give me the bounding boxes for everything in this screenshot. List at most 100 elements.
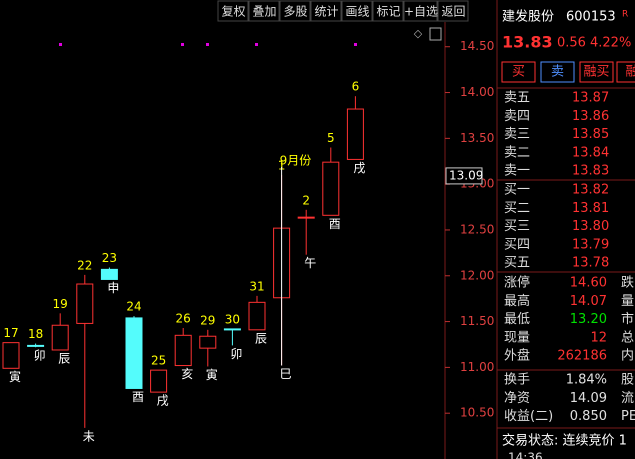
day-label: 6 xyxy=(352,80,360,94)
candle-body xyxy=(297,216,315,219)
toolbar-label: 标记 xyxy=(376,5,400,19)
book-price: 13.79 xyxy=(572,237,609,252)
branch-label: 午 xyxy=(304,256,316,270)
toolbar-button[interactable] xyxy=(403,0,438,22)
candle-body xyxy=(322,161,340,216)
stat-label: 换手 xyxy=(504,373,530,388)
stat-extra: 股 xyxy=(621,373,634,388)
stat-value: 14.60 xyxy=(570,276,607,291)
stat-extra: 流 xyxy=(621,391,634,406)
toolbar-button[interactable] xyxy=(341,0,373,22)
toolbar-label: 复权 xyxy=(221,5,245,19)
book-price: 13.86 xyxy=(572,109,609,124)
stat-label: 最低 xyxy=(504,312,530,327)
y-tick-label: 12.00 xyxy=(460,268,494,282)
branch-label: 巳 xyxy=(280,367,292,381)
day-label: 17 xyxy=(3,326,18,340)
toolbar-button[interactable] xyxy=(372,0,404,22)
branch-label: 酉 xyxy=(132,390,144,404)
stat-label: 现量 xyxy=(504,330,530,345)
book-price: 13.80 xyxy=(572,219,609,234)
y-tick-label: 11.00 xyxy=(460,360,494,374)
day-label: 23 xyxy=(102,251,117,265)
trade-button-label: 卖 xyxy=(551,65,564,80)
toolbar-label: 返回 xyxy=(441,5,465,19)
book-price: 13.82 xyxy=(572,183,609,198)
day-label: 1 xyxy=(278,158,286,172)
candle-body xyxy=(100,268,118,280)
toolbar-label: +自选 xyxy=(404,5,438,19)
stat-extra: 量 xyxy=(621,294,634,309)
book-label: 卖二 xyxy=(504,145,530,160)
day-label: 24 xyxy=(126,300,141,314)
markers xyxy=(59,43,357,46)
book-price: 13.87 xyxy=(572,91,609,106)
cursor-price-label: 13.09 xyxy=(449,168,483,182)
stat-value: 14.07 xyxy=(570,294,607,309)
branch-label: 寅 xyxy=(9,369,21,384)
stat-label: 收益(二) xyxy=(504,409,553,424)
toolbar-button[interactable] xyxy=(279,0,311,22)
toolbar-button[interactable] xyxy=(310,0,342,22)
stat-label: 涨停 xyxy=(504,275,530,291)
toolbar-label: 统计 xyxy=(314,5,338,19)
y-tick-label: 13.50 xyxy=(460,131,494,145)
branch-label: 辰 xyxy=(58,351,70,365)
toolbar-button[interactable] xyxy=(437,0,469,22)
candle-body xyxy=(27,344,45,347)
book-label: 卖四 xyxy=(504,109,530,124)
candle-body xyxy=(51,324,69,351)
day-label: 31 xyxy=(249,279,264,293)
toolbar-button[interactable] xyxy=(217,0,249,22)
book-label: 买四 xyxy=(504,237,530,252)
book-price: 13.81 xyxy=(572,201,609,216)
candle-body xyxy=(346,108,364,160)
trade-button[interactable] xyxy=(501,61,536,83)
stat-extra: 跌 xyxy=(621,275,634,291)
candle-body xyxy=(248,301,266,331)
trade-button[interactable] xyxy=(616,61,635,83)
branch-label: 戌 xyxy=(353,161,365,175)
day-label: 2 xyxy=(302,193,310,207)
stat-value: 14.09 xyxy=(570,391,607,406)
trade-button[interactable] xyxy=(540,61,575,83)
toolbar-label: 画线 xyxy=(345,5,369,19)
price: 13.83 xyxy=(502,33,553,52)
last-time: 14:36 xyxy=(508,451,543,459)
y-tick-label: 12.50 xyxy=(460,222,494,236)
branch-label: 戌 xyxy=(157,394,169,408)
y-tick-label: 14.00 xyxy=(460,85,494,99)
day-label: 5 xyxy=(327,131,335,145)
cursor-price-box xyxy=(445,167,483,185)
stock-code: 600153 xyxy=(566,10,616,25)
stock-name: 建发股份 xyxy=(502,9,554,25)
book-label: 买五 xyxy=(504,256,530,271)
day-label: 26 xyxy=(176,311,191,325)
candle-body xyxy=(76,283,94,324)
icon[interactable]: ◇ xyxy=(414,27,423,40)
change: 0.56 xyxy=(557,36,586,51)
book-price: 13.83 xyxy=(572,164,609,179)
book-price: 13.85 xyxy=(572,127,609,142)
trade-status: 交易状态: 连续竞价 1 xyxy=(502,433,627,449)
book-label: 买二 xyxy=(504,201,530,216)
stat-extra: 市 xyxy=(621,311,634,327)
day-label: 18 xyxy=(28,327,43,341)
annotation: 9月份 xyxy=(280,153,312,167)
stat-label: 外盘 xyxy=(504,348,530,364)
branch-label: 卯 xyxy=(34,349,46,363)
stat-extra: PE xyxy=(621,409,635,424)
stat-value: 1.84% xyxy=(566,373,607,388)
stat-value: 262186 xyxy=(557,349,607,364)
stat-label: 最高 xyxy=(504,293,530,309)
trade-button[interactable] xyxy=(579,61,614,83)
toolbar-label: 叠加 xyxy=(252,5,276,19)
icon[interactable] xyxy=(429,27,442,41)
book-label: 买三 xyxy=(504,219,530,234)
branch-label: 未 xyxy=(83,429,95,443)
book-label: 卖三 xyxy=(504,127,530,142)
trade-button-label: 融 xyxy=(625,65,635,80)
toolbar-button[interactable] xyxy=(248,0,280,22)
day-label: 22 xyxy=(77,258,92,272)
